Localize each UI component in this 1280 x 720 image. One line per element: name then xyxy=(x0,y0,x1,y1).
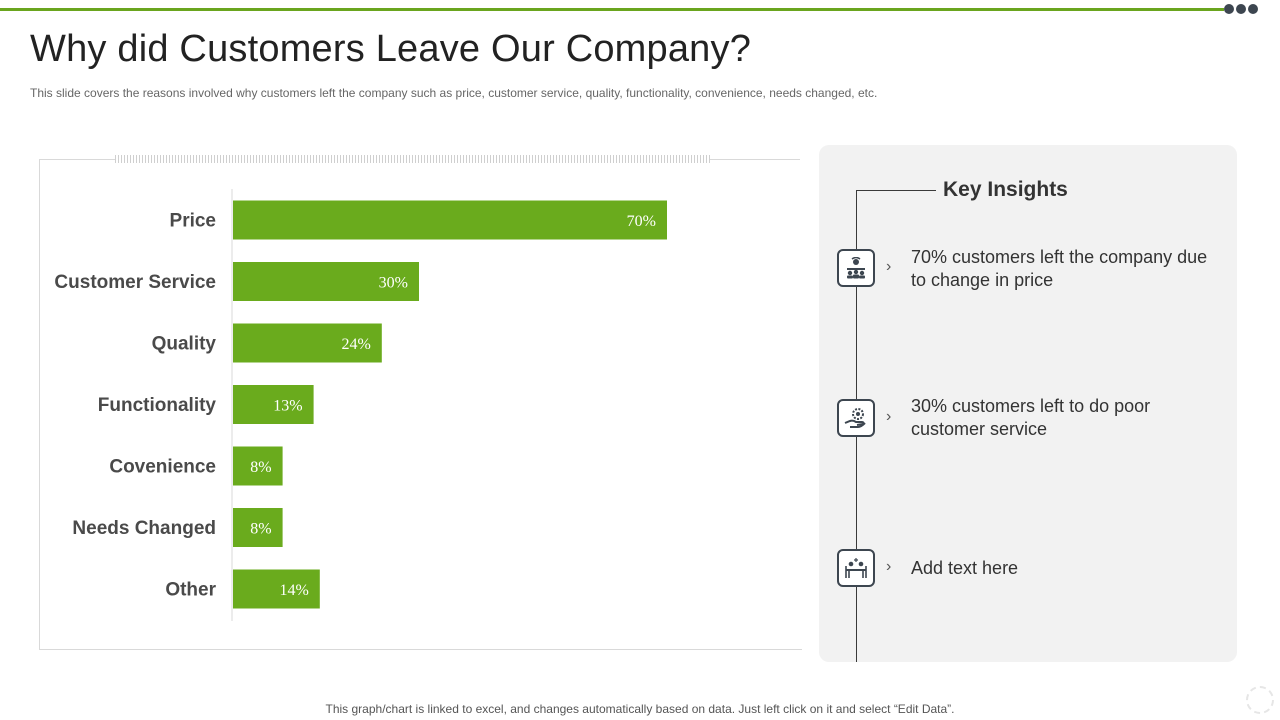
data-label: 13% xyxy=(273,398,302,415)
chevron-right-icon: › xyxy=(886,558,892,575)
category-label: Price xyxy=(170,211,216,232)
corner-logo xyxy=(1246,686,1274,714)
page-title: Why did Customers Leave Our Company? xyxy=(30,28,752,70)
hand-gear-icon xyxy=(837,399,875,437)
insight-text-3[interactable]: Add text here xyxy=(911,558,1019,578)
chart-frame-top-left xyxy=(39,159,115,160)
timeline-top-connector xyxy=(856,190,936,191)
bar[interactable] xyxy=(233,323,382,363)
chart-frame-hatch xyxy=(115,155,710,163)
chevron-right-icon: › xyxy=(886,408,892,425)
dot-icon xyxy=(1248,4,1258,14)
meeting-icon xyxy=(837,549,875,587)
insight-text-1: 70% customers left the company due to ch… xyxy=(911,247,1208,290)
category-label: Functionality xyxy=(98,395,217,416)
data-label: 8% xyxy=(250,521,271,538)
chart-frame xyxy=(39,159,802,650)
data-label: 70% xyxy=(627,213,656,230)
dot-icon xyxy=(1236,4,1246,14)
data-label: 8% xyxy=(250,459,271,476)
category-label: Needs Changed xyxy=(72,518,216,539)
category-label: Customer Service xyxy=(54,272,216,293)
data-label: 14% xyxy=(279,582,308,599)
key-insights-panel xyxy=(819,145,1237,662)
data-label: 24% xyxy=(341,336,370,353)
data-label: 30% xyxy=(379,275,408,292)
bar[interactable] xyxy=(233,200,667,240)
footnote: This graph/chart is linked to excel, and… xyxy=(325,702,955,716)
category-label: Covenience xyxy=(109,457,216,478)
category-label: Quality xyxy=(152,334,217,355)
insight-text-2: 30% customers left to do poor customer s… xyxy=(911,396,1151,439)
top-dots-decoration xyxy=(1224,4,1258,14)
dot-icon xyxy=(1224,4,1234,14)
chevron-right-icon: › xyxy=(886,258,892,275)
bar[interactable] xyxy=(233,262,419,301)
bar[interactable] xyxy=(233,446,283,486)
top-accent-line xyxy=(0,8,1224,11)
chart-frame-top-right xyxy=(710,159,800,160)
page-subtitle: This slide covers the reasons involved w… xyxy=(30,86,878,100)
bar[interactable] xyxy=(233,508,283,547)
bar[interactable] xyxy=(233,385,314,424)
key-insights-heading: Key Insights xyxy=(943,178,1068,201)
bar[interactable] xyxy=(233,569,320,609)
category-label: Other xyxy=(165,580,216,601)
team-icon xyxy=(837,249,875,287)
